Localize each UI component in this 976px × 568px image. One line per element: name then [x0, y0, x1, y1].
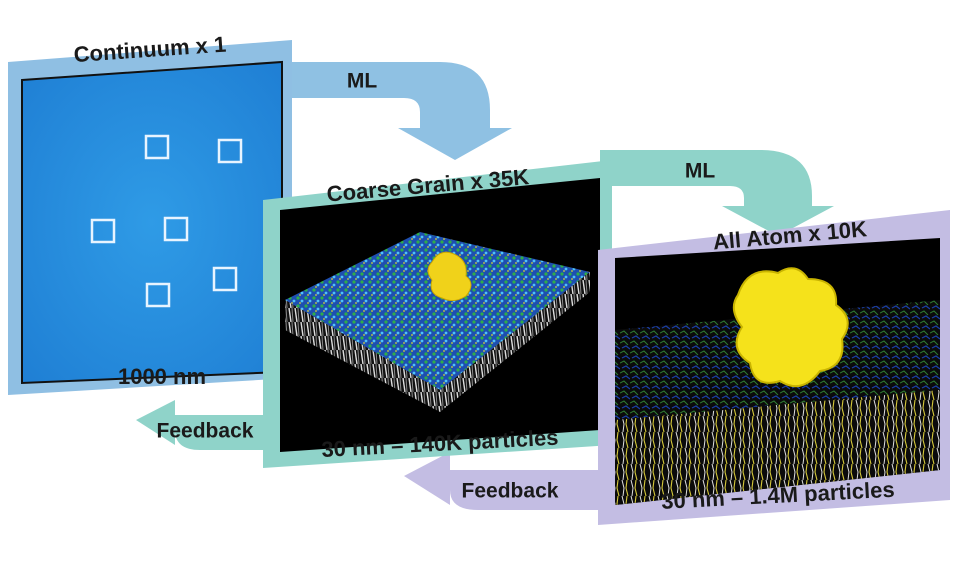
arrow-label: Feedback [462, 480, 559, 503]
subdomain-boxes [90, 134, 243, 308]
arrow-label: Feedback [157, 420, 254, 443]
arrow-label: ML [347, 70, 377, 93]
arrow-label: ML [685, 160, 715, 183]
feedback-arrow [404, 452, 610, 510]
protein [427, 251, 472, 302]
lipid-tails [615, 390, 940, 505]
protein [732, 267, 849, 388]
continuum-image [21, 60, 283, 385]
membrane-top [285, 232, 590, 390]
panel-caption: 1000 nm [118, 364, 206, 389]
ml-arrow [280, 62, 512, 160]
membrane-side [440, 272, 590, 412]
membrane-side [285, 300, 440, 412]
ml-arrow [600, 150, 834, 236]
feedback-arrow [136, 400, 275, 450]
